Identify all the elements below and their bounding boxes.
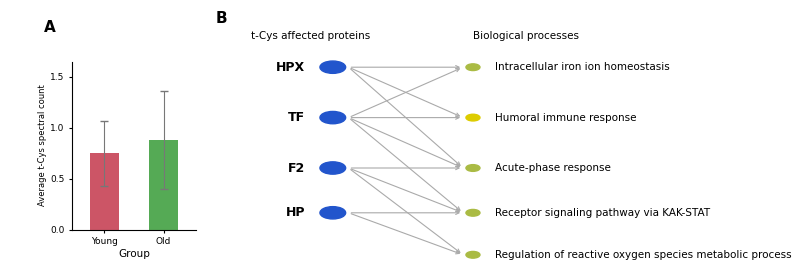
Text: TF: TF (288, 111, 306, 124)
Text: t-Cys affected proteins: t-Cys affected proteins (251, 31, 370, 41)
X-axis label: Group: Group (118, 249, 150, 259)
Circle shape (466, 64, 480, 71)
Circle shape (466, 209, 480, 216)
Text: Regulation of reactive oxygen species metabolic process: Regulation of reactive oxygen species me… (494, 250, 791, 260)
Bar (149, 140, 178, 230)
Circle shape (466, 251, 480, 258)
Text: Receptor signaling pathway via KAK-STAT: Receptor signaling pathway via KAK-STAT (494, 208, 710, 218)
Circle shape (320, 111, 346, 124)
Y-axis label: Average t-Cys spectral count: Average t-Cys spectral count (38, 85, 47, 206)
Circle shape (320, 61, 346, 73)
Text: B: B (216, 11, 228, 26)
Text: HP: HP (286, 206, 306, 219)
Text: Biological processes: Biological processes (473, 31, 579, 41)
Circle shape (466, 165, 480, 171)
Text: Intracellular iron ion homeostasis: Intracellular iron ion homeostasis (494, 62, 670, 72)
Text: Humoral immune response: Humoral immune response (494, 113, 636, 123)
Circle shape (466, 114, 480, 121)
Text: F2: F2 (288, 162, 306, 174)
Text: HPX: HPX (276, 61, 306, 74)
Circle shape (320, 207, 346, 219)
Bar (90, 153, 119, 230)
Text: A: A (44, 20, 56, 35)
Text: Acute-phase response: Acute-phase response (494, 163, 610, 173)
Circle shape (320, 162, 346, 174)
